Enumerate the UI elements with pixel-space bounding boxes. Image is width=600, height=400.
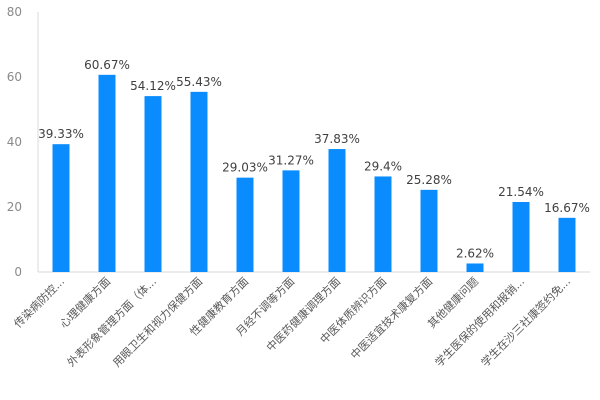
- data-label: 29.4%: [364, 159, 402, 173]
- data-label: 54.12%: [130, 79, 176, 93]
- bar[interactable]: [98, 74, 116, 272]
- y-tick-label: 20: [7, 200, 22, 214]
- bars-group: [52, 74, 576, 272]
- data-label: 21.54%: [498, 185, 544, 199]
- category-label: 学生医保的使用和报销...: [432, 274, 527, 369]
- data-label: 60.67%: [84, 58, 130, 72]
- data-label: 25.28%: [406, 173, 452, 187]
- bar[interactable]: [236, 177, 254, 272]
- category-label: 中医适宜技术康复方面: [347, 274, 435, 362]
- bar[interactable]: [512, 201, 530, 272]
- y-tick-label: 80: [7, 5, 22, 19]
- bar[interactable]: [466, 263, 484, 272]
- bar[interactable]: [190, 91, 208, 272]
- bar[interactable]: [144, 96, 162, 272]
- bar[interactable]: [328, 149, 346, 272]
- y-tick-label: 60: [7, 70, 22, 84]
- data-label: 29.03%: [222, 161, 268, 175]
- bar[interactable]: [420, 189, 438, 272]
- data-label: 31.27%: [268, 153, 314, 167]
- data-label: 37.83%: [314, 132, 360, 146]
- bar[interactable]: [558, 217, 576, 272]
- data-labels-group: 39.33% 60.67%54.12% 55.43% 29.03%31.27%37.8…: [38, 58, 590, 261]
- category-label: 外表形象管理方面（体...: [64, 274, 159, 369]
- data-label: 16.67%: [544, 201, 590, 215]
- y-tick-label: 0: [14, 265, 22, 279]
- category-labels-group: 传染病防控...心理健康方面外表形象管理方面（体...用眼卫生和视力保健方面性健…: [11, 274, 573, 369]
- data-label: 55.43%: [176, 75, 222, 89]
- bar[interactable]: [374, 176, 392, 272]
- bar[interactable]: [52, 144, 70, 272]
- category-label: 学生在沙三社康签约免...: [478, 274, 573, 369]
- category-label: 用眼卫生和视力保健方面: [110, 274, 205, 369]
- bar[interactable]: [282, 170, 300, 272]
- y-tick-label: 40: [7, 135, 22, 149]
- data-label: 39.33%: [38, 127, 84, 141]
- category-label: 中医药健康调理方面: [263, 274, 343, 354]
- data-label: 2.62%: [456, 246, 494, 260]
- y-axis-ticks: 0 20 40 60 80: [7, 5, 22, 279]
